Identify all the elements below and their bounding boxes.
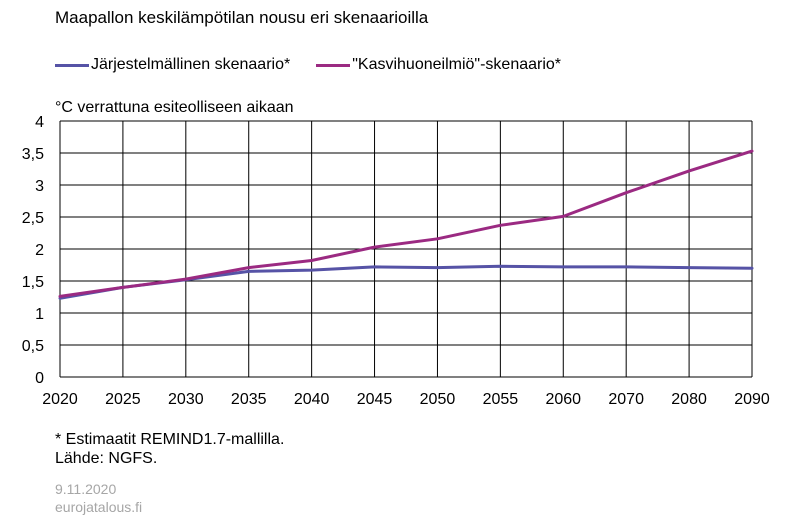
y-tick-label: 2 <box>35 242 44 259</box>
x-tick-label: 2050 <box>420 391 456 408</box>
y-tick-label: 1,5 <box>22 274 44 291</box>
y-tick-label: 3,5 <box>22 146 44 163</box>
x-tick-label: 2080 <box>671 391 707 408</box>
x-tick-label: 2070 <box>608 391 644 408</box>
x-tick-label: 2040 <box>294 391 330 408</box>
y-tick-label: 1 <box>35 306 44 323</box>
footnote-source: Lähde: NGFS. <box>55 450 158 467</box>
footer-date: 9.11.2020 <box>55 481 117 497</box>
y-tick-label: 2,5 <box>22 210 44 227</box>
chart-title: Maapallon keskilämpötilan nousu eri sken… <box>55 8 429 27</box>
legend-swatch-series1 <box>55 63 89 67</box>
legend-label-series1: Järjestelmällinen skenaario* <box>91 56 291 73</box>
footnote-estimate: * Estimaatit REMIND1.7-mallilla. <box>55 431 285 448</box>
legend-swatch-series2 <box>316 63 351 67</box>
x-tick-label: 2035 <box>231 391 267 408</box>
footnote: * Estimaatit REMIND1.7-mallilla. Lähde: … <box>55 430 284 468</box>
legend-item-series2: "Kasvihuoneilmiö"-skenaario* <box>316 56 561 74</box>
series-line-2 <box>58 149 754 298</box>
x-tick-label: 2045 <box>357 391 393 408</box>
x-tick-label: 2020 <box>42 391 78 408</box>
x-tick-label: 2030 <box>168 391 204 408</box>
y-tick-label: 4 <box>35 114 44 131</box>
x-tick-label: 2055 <box>483 391 519 408</box>
footer: 9.11.2020 eurojatalous.fi <box>55 480 142 516</box>
legend: Järjestelmällinen skenaario* "Kasvihuone… <box>55 56 587 74</box>
x-tick-label: 2060 <box>545 391 581 408</box>
y-axis-label: °C verrattuna esiteolliseen aikaan <box>55 99 294 116</box>
y-tick-label: 3 <box>35 178 44 195</box>
legend-item-series1: Järjestelmällinen skenaario* <box>55 56 290 74</box>
legend-label-series2: "Kasvihuoneilmiö"-skenaario* <box>352 56 562 73</box>
y-tick-label: 0 <box>35 370 44 387</box>
x-tick-label: 2090 <box>734 391 770 408</box>
x-tick-label: 2025 <box>105 391 141 408</box>
y-tick-label: 0,5 <box>22 338 44 355</box>
footer-site: eurojatalous.fi <box>55 499 143 515</box>
